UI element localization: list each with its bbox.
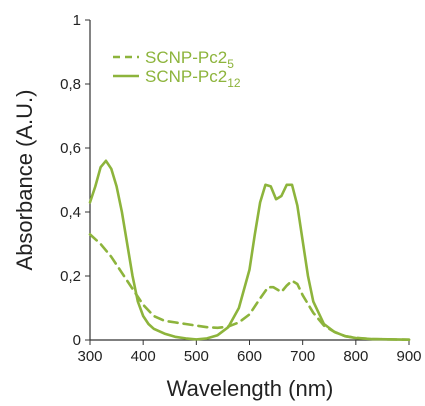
series-line-1 bbox=[88, 159, 411, 341]
x-tick-label: 800 bbox=[343, 348, 368, 365]
y-tick-label: 0,4 bbox=[60, 204, 81, 221]
legend-subscript: 5 bbox=[227, 57, 234, 71]
x-tick-label: 300 bbox=[77, 348, 102, 365]
legend-name: SCNP-Pc2 bbox=[145, 67, 227, 86]
y-tick-label: 0,8 bbox=[60, 76, 81, 93]
y-tick-label: 0,2 bbox=[60, 268, 81, 285]
legend-subscript: 12 bbox=[227, 76, 241, 90]
axes: 300 400 500 600 700 800 900 0 0,2 0,4 0,6 0,8 1 bbox=[60, 12, 421, 365]
x-tick-label: 600 bbox=[237, 348, 262, 365]
series-layer bbox=[88, 159, 411, 341]
legend-label-1: SCNP-Pc212 bbox=[145, 67, 241, 90]
legend-label-0: SCNP-Pc25 bbox=[145, 48, 234, 71]
x-tick-label: 400 bbox=[131, 348, 156, 365]
y-tick-label: 0 bbox=[73, 332, 81, 349]
y-tick-label: 1 bbox=[73, 12, 81, 29]
x-tick-label: 900 bbox=[396, 348, 421, 365]
y-axis-title: Absorbance (A.U.) bbox=[12, 90, 37, 271]
legend-name: SCNP-Pc2 bbox=[145, 48, 227, 67]
x-tick-label: 500 bbox=[184, 348, 209, 365]
series-line-0 bbox=[88, 233, 411, 341]
x-tick-label: 700 bbox=[290, 348, 315, 365]
x-axis-title: Wavelength (nm) bbox=[167, 376, 334, 401]
y-tick-label: 0,6 bbox=[60, 140, 81, 157]
